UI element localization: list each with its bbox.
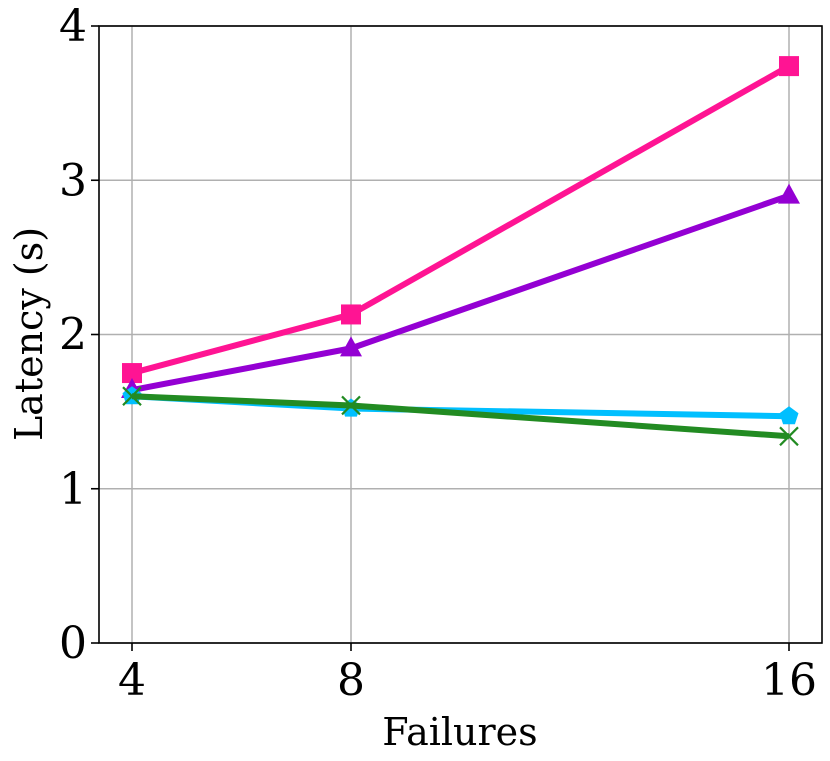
data-point bbox=[779, 426, 799, 447]
data-point bbox=[778, 183, 800, 204]
x-tick-label: 8 bbox=[337, 655, 365, 706]
ticks: 4 8 16 0 1 2 3 4 bbox=[59, 1, 817, 706]
y-tick-label: 3 bbox=[59, 155, 87, 206]
y-tick-label: 0 bbox=[59, 618, 87, 669]
data-point bbox=[341, 304, 361, 325]
series-line bbox=[131, 192, 790, 393]
data-point bbox=[122, 386, 142, 406]
y-axis-label: Latency (s) bbox=[7, 227, 51, 441]
x-axis-label: Failures bbox=[382, 710, 537, 754]
data-point bbox=[340, 336, 362, 357]
x-tick-label: 16 bbox=[761, 655, 817, 706]
y-tick-label: 2 bbox=[59, 310, 87, 361]
data-point bbox=[779, 406, 799, 425]
x-tick-label: 4 bbox=[118, 655, 146, 706]
series-layer bbox=[121, 56, 800, 447]
data-point bbox=[341, 395, 361, 416]
series-3 bbox=[122, 386, 799, 425]
grid bbox=[99, 25, 822, 644]
y-tick-label: 4 bbox=[59, 1, 87, 52]
y-tick-label: 1 bbox=[59, 464, 87, 515]
data-point bbox=[779, 56, 799, 77]
data-point bbox=[122, 363, 142, 384]
series-1 bbox=[122, 56, 799, 384]
series-line bbox=[131, 63, 791, 376]
series-2 bbox=[121, 183, 800, 399]
series-4 bbox=[122, 386, 799, 447]
